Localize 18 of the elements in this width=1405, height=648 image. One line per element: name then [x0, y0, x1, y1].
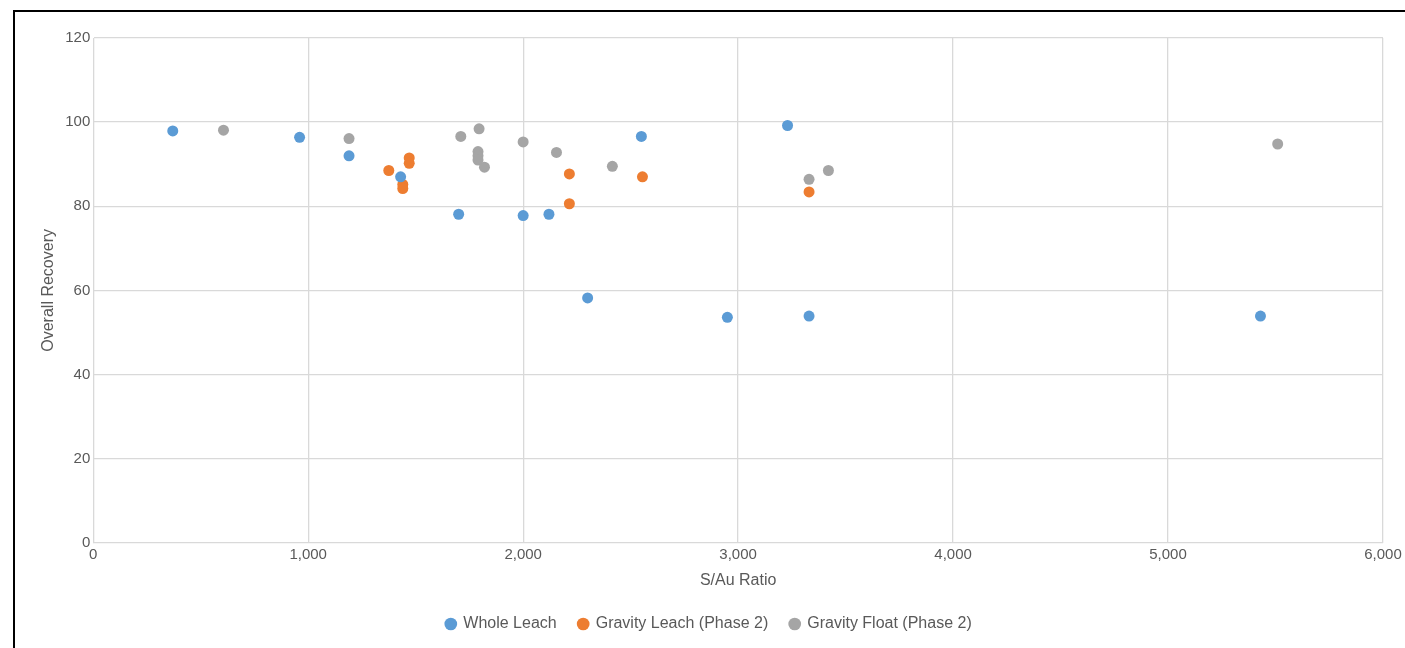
x-tick-label: 1,000	[289, 544, 327, 562]
y-tick-label: 120	[65, 28, 91, 46]
x-tick-label: 4,000	[934, 544, 972, 562]
y-tick-label: 20	[73, 448, 91, 466]
y-tick-label: 60	[73, 280, 91, 298]
x-tick-label: 3,000	[719, 544, 757, 562]
y-tick-label: 40	[73, 364, 91, 382]
x-tick-label: 5,000	[1149, 544, 1187, 562]
legend-label: Whole Leach	[463, 614, 557, 632]
x-tick-label: 6,000	[1364, 544, 1402, 562]
x-tick-label: 2,000	[504, 544, 542, 562]
y-tick-label: 100	[65, 112, 91, 130]
x-axis-title: S/Au Ratio	[699, 570, 777, 588]
legend-label: Gravity Leach (Phase 2)	[595, 614, 769, 632]
y-tick-label: 0	[81, 532, 91, 550]
y-axis-title: Overall Recovery	[39, 229, 57, 352]
legend-label: Gravity Float (Phase 2)	[807, 614, 972, 632]
y-tick-label: 80	[73, 196, 91, 214]
